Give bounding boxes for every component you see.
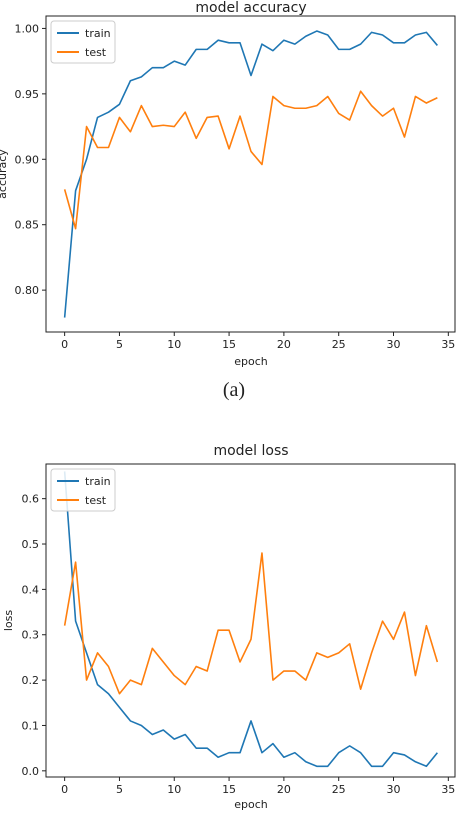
series-line-test xyxy=(63,552,439,695)
y-tick-label: 0.90 xyxy=(15,153,40,166)
x-tick-label: 20 xyxy=(277,783,291,796)
y-tick-label: 0.85 xyxy=(15,219,40,232)
x-axis-label: epoch xyxy=(234,355,268,368)
y-tick-label: 0.0 xyxy=(22,765,40,778)
x-tick-label: 0 xyxy=(61,783,68,796)
y-tick-label: 0.3 xyxy=(22,629,40,642)
y-axis-label: loss xyxy=(2,610,15,632)
x-tick-label: 30 xyxy=(387,338,401,351)
x-tick-label: 35 xyxy=(441,338,455,351)
chart-title: model accuracy xyxy=(195,0,306,16)
y-tick-label: 0.4 xyxy=(22,583,40,596)
chart-title: model loss xyxy=(213,443,288,459)
series-line-train xyxy=(63,471,438,768)
x-tick-label: 0 xyxy=(61,338,68,351)
y-axis-label: accuracy xyxy=(0,149,9,199)
series-line-test xyxy=(63,90,438,230)
y-tick-label: 0.80 xyxy=(15,284,40,297)
x-tick-label: 15 xyxy=(222,338,236,351)
x-axis-label: epoch xyxy=(234,798,268,810)
legend-label-train: train xyxy=(85,27,111,40)
y-tick-label: 0.5 xyxy=(22,538,40,551)
plot-frame xyxy=(45,15,456,333)
legend-label-test: test xyxy=(85,46,107,59)
series-line-train xyxy=(63,30,438,318)
x-tick-label: 35 xyxy=(441,783,455,796)
x-tick-label: 25 xyxy=(332,338,346,351)
y-tick-label: 0.6 xyxy=(22,493,40,506)
plot-frame xyxy=(45,463,456,778)
x-tick-label: 20 xyxy=(277,338,291,351)
y-tick-label: 1.00 xyxy=(15,22,40,35)
caption-a: (a) xyxy=(223,379,245,401)
y-tick-label: 0.1 xyxy=(22,719,40,732)
x-tick-label: 10 xyxy=(167,783,181,796)
loss-chart: 0 5 10 15 20 25 30 35 0.0 0.1 0.2 0.3 0.4 0.5 0.6 model… xyxy=(2,443,456,811)
x-tick-label: 10 xyxy=(167,338,181,351)
legend-label-train: train xyxy=(85,475,111,488)
x-tick-label: 5 xyxy=(116,783,123,796)
y-tick-label: 0.2 xyxy=(22,674,40,687)
x-tick-label: 25 xyxy=(332,783,346,796)
legend-label-test: test xyxy=(85,494,107,507)
accuracy-chart: 0 5 10 15 20 25 30 35 0.80 0.85 0.90 0.95 1.00 model … xyxy=(0,0,456,368)
y-tick-label: 0.95 xyxy=(15,88,40,101)
x-tick-label: 30 xyxy=(387,783,401,796)
x-tick-label: 15 xyxy=(222,783,236,796)
x-tick-label: 5 xyxy=(116,338,123,351)
